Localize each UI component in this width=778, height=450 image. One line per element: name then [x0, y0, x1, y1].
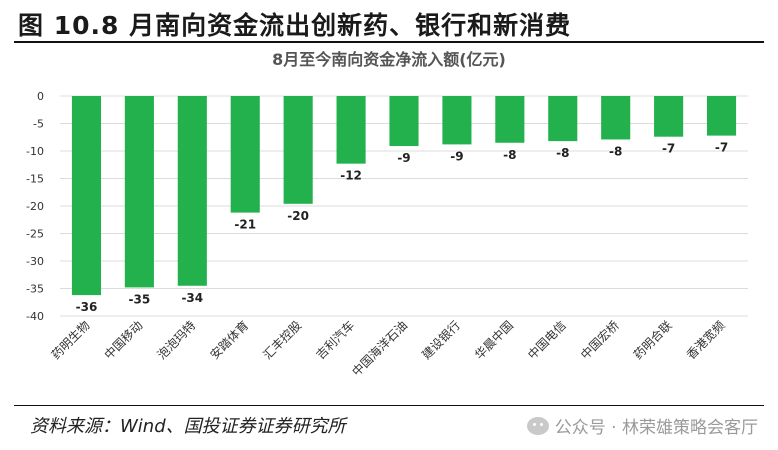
x-tick-label: 建设银行	[419, 318, 463, 362]
bar	[706, 96, 737, 136]
bar	[336, 96, 366, 164]
x-tick-label: 药明生物	[49, 318, 93, 362]
data-label: -12	[340, 169, 362, 183]
x-tick-label: 中国宏桥	[577, 318, 622, 363]
x-tick-label: 汇丰控股	[260, 318, 304, 362]
x-tick-label: 中国海洋石油	[349, 318, 411, 380]
bar	[177, 96, 207, 286]
title-rule	[14, 41, 764, 43]
data-label: -8	[503, 148, 516, 162]
data-label: -7	[662, 142, 675, 156]
x-tick-label: 中国移动	[101, 318, 146, 363]
y-tick-label: -20	[26, 200, 44, 213]
bar	[442, 96, 472, 145]
y-tick-label: -30	[26, 255, 44, 268]
data-label: -20	[287, 209, 309, 223]
data-label: -9	[397, 151, 410, 165]
x-tick-label: 吉利汽车	[313, 318, 358, 363]
footer-rule	[14, 405, 764, 406]
data-label: -36	[76, 300, 98, 314]
y-tick-label: -10	[26, 145, 44, 158]
y-tick-label: -5	[33, 118, 44, 131]
bar	[124, 96, 154, 288]
bar	[389, 96, 419, 147]
x-tick-label: 药明合联	[630, 318, 675, 363]
data-label: -7	[715, 141, 728, 155]
bar	[654, 96, 684, 137]
bar	[548, 96, 578, 142]
bar	[495, 96, 525, 143]
x-tick-label: 华晨中国	[471, 318, 516, 363]
chart-title: 8月至今南向资金净流入额(亿元)	[272, 50, 506, 69]
watermark-text: 公众号 · 林荣雄策略会客厅	[554, 418, 758, 438]
y-tick-label: -15	[26, 173, 44, 186]
bar	[71, 96, 102, 296]
data-label: -8	[609, 144, 622, 158]
x-tick-label: 安踏体育	[207, 318, 252, 363]
y-tick-label: -25	[26, 228, 44, 241]
data-label: -8	[556, 146, 569, 160]
y-tick-label: -35	[26, 283, 44, 296]
watermark: 公众号 · 林荣雄策略会客厅	[526, 413, 758, 438]
data-label: -35	[129, 292, 151, 306]
data-label: -34	[181, 291, 203, 305]
data-label: -9	[450, 149, 463, 163]
bars	[71, 96, 737, 296]
bar	[283, 96, 313, 204]
figure-title: 图 10.8 月南向资金流出创新药、银行和新消费	[18, 11, 572, 40]
data-labels: -36 -35 -34 -21 -20 -12 -9 -9 -8 -8 -8 -7 -7	[76, 141, 729, 315]
wechat-icon	[526, 416, 549, 435]
y-axis: 0 -5 -10 -15 -20 -25 -30 -35 -40	[26, 90, 44, 323]
bar	[230, 96, 260, 213]
bar	[601, 96, 631, 140]
x-tick-label: 泡泡玛特	[154, 318, 199, 363]
y-tick-label: -40	[26, 310, 44, 323]
data-label: -21	[234, 218, 256, 232]
y-tick-label: 0	[37, 90, 44, 103]
source-note: 资料来源：Wind、国投证券证券研究所	[30, 416, 346, 437]
x-tick-label: 香港宽频	[683, 318, 728, 363]
x-tick-label: 中国电信	[524, 318, 569, 363]
